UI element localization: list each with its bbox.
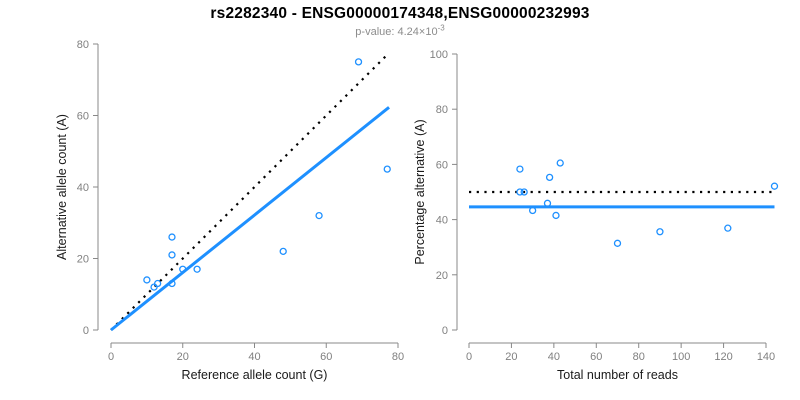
data-point <box>516 165 524 173</box>
y-tick-label: 80 <box>436 104 448 116</box>
x-tick-label: 60 <box>320 351 332 363</box>
x-tick-label: 20 <box>177 351 189 363</box>
x-axis-title: Total number of reads <box>557 368 678 382</box>
y-tick-label: 0 <box>442 325 448 337</box>
data-point <box>613 239 622 247</box>
y-tick-label: 60 <box>77 111 89 123</box>
data-point <box>153 279 162 288</box>
x-tick-label: 100 <box>672 351 690 363</box>
data-point <box>383 165 391 173</box>
data-point <box>193 265 201 273</box>
data-point <box>543 199 552 207</box>
data-point <box>354 58 363 66</box>
fit-line <box>110 106 390 332</box>
p-value-subtitle: p-value: 4.24×10-3 <box>0 23 800 38</box>
y-tick-label: 20 <box>436 270 448 282</box>
x-tick-label: 40 <box>248 351 260 363</box>
y-tick-label: 80 <box>77 39 89 51</box>
x-tick-label: 80 <box>633 351 645 363</box>
figure-title: rs2282340 - ENSG00000174348,ENSG00000232… <box>210 5 590 22</box>
data-point <box>724 224 732 232</box>
x-axis-title: Reference allele count (G) <box>182 368 328 382</box>
y-tick-label: 20 <box>77 254 89 266</box>
y-tick-label: 0 <box>83 325 89 337</box>
figure-header: rs2282340 - ENSG00000174348,ENSG00000232… <box>0 0 800 38</box>
data-point <box>168 233 176 241</box>
data-point <box>528 206 537 215</box>
p-value-text: p-value: 4.24×10 <box>355 26 438 38</box>
y-axis-title: Percentage alternative (A) <box>413 119 427 264</box>
data-point <box>279 247 287 256</box>
p-value-exponent: -3 <box>437 23 445 33</box>
y-tick-label: 60 <box>436 159 448 171</box>
x-tick-label: 80 <box>392 351 404 363</box>
x-tick-label: 60 <box>590 351 602 363</box>
data-point <box>168 251 176 259</box>
data-point <box>168 279 176 288</box>
x-tick-label: 0 <box>108 351 114 363</box>
data-point <box>315 211 323 220</box>
x-tick-label: 140 <box>757 351 775 363</box>
data-point <box>143 276 151 284</box>
x-tick-label: 40 <box>548 351 560 363</box>
data-point <box>545 173 554 182</box>
data-point <box>556 159 564 167</box>
x-tick-label: 0 <box>466 351 472 363</box>
y-axis-title: Alternative allele count (A) <box>55 114 69 260</box>
x-tick-label: 120 <box>714 351 732 363</box>
identity-line <box>110 53 389 331</box>
data-point <box>516 188 524 196</box>
data-point <box>520 188 528 196</box>
data-point <box>179 265 187 273</box>
x-tick-label: 20 <box>505 351 517 363</box>
data-point <box>770 182 779 190</box>
data-point <box>552 211 560 220</box>
y-tick-label: 40 <box>436 215 448 227</box>
y-tick-label: 100 <box>430 49 448 61</box>
data-point <box>656 228 664 236</box>
y-tick-label: 40 <box>77 182 89 194</box>
